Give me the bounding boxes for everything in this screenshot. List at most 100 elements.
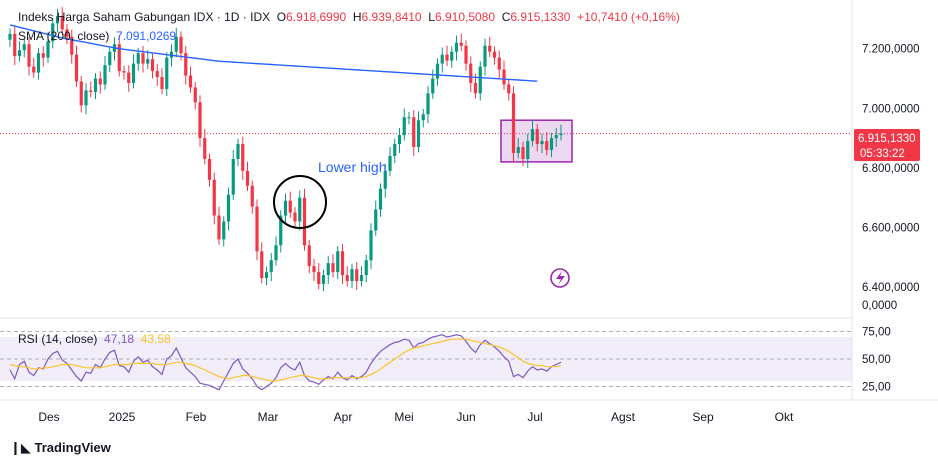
rsi-tick-label: 75,00 xyxy=(862,327,891,339)
candle-body xyxy=(497,57,501,70)
price-tick-label: 6.400,0000 xyxy=(862,282,920,294)
candle-body xyxy=(431,78,435,94)
time-tick-label: 2025 xyxy=(109,410,136,424)
candle-body xyxy=(473,82,478,94)
candle-body xyxy=(250,185,254,207)
candle-body xyxy=(369,230,373,261)
candle-body xyxy=(540,141,544,145)
candle-body xyxy=(350,269,354,282)
candle-body xyxy=(241,144,245,171)
candle-body xyxy=(74,54,79,82)
candle-body xyxy=(421,114,425,121)
candle-body xyxy=(464,45,468,64)
candle-body xyxy=(65,29,69,37)
candle-body xyxy=(521,147,525,159)
candle-body xyxy=(374,209,378,231)
candle-body xyxy=(212,179,216,216)
candle-body xyxy=(217,215,221,240)
candle-body xyxy=(127,72,131,83)
candle-body xyxy=(93,78,98,92)
candle-body xyxy=(103,65,107,85)
candle-body xyxy=(397,135,402,145)
candle-body xyxy=(32,66,36,73)
candle-body xyxy=(526,141,530,159)
candle-body xyxy=(27,44,31,67)
annotation-text: Lower high xyxy=(318,159,387,175)
price-tick-label: 6.800,0000 xyxy=(862,163,920,175)
price-pane[interactable]: 7.200,0000 7.000,0000 6.800,0000 6.600,0000… xyxy=(0,7,920,312)
candle-body xyxy=(507,84,511,94)
candle-body xyxy=(535,129,539,145)
symbol-header[interactable]: Indeks Harga Saham Gabungan IDX · 1D · I… xyxy=(18,10,680,24)
rsi-ma-line xyxy=(9,338,562,382)
rsi-legend[interactable]: RSI (14, close) 47,18 43,58 xyxy=(18,332,171,346)
price-tick-label: 6.600,0000 xyxy=(862,222,920,234)
close-value: 6.915,1330 xyxy=(510,10,571,24)
candle-body xyxy=(117,44,121,72)
candle-body xyxy=(226,194,231,222)
candle-body xyxy=(516,147,520,153)
candle-body xyxy=(160,77,164,89)
candle-body xyxy=(331,263,335,273)
time-tick-label: Apr xyxy=(334,410,353,424)
candle-body xyxy=(245,170,250,186)
time-tick-label: Okt xyxy=(775,410,794,424)
candle-body xyxy=(79,81,83,106)
candle-body xyxy=(222,221,226,240)
candle-body xyxy=(317,272,321,285)
low-label: L xyxy=(428,10,435,24)
time-tick-label: Feb xyxy=(186,410,207,424)
candle-body xyxy=(326,263,330,276)
candle-body xyxy=(450,51,454,61)
low-value: 6.910,5080 xyxy=(434,10,496,24)
candle-body xyxy=(355,269,359,282)
candle-body xyxy=(264,272,269,279)
time-tick-label: Jul xyxy=(527,410,542,424)
candle-body xyxy=(530,129,535,142)
rsi-line xyxy=(9,334,562,391)
lower-high-circle xyxy=(273,175,327,229)
candle-body xyxy=(454,42,459,52)
candle-body xyxy=(554,135,558,139)
price-tick-label: 7.200,0000 xyxy=(862,44,920,56)
candle-body xyxy=(179,36,183,54)
candle-body xyxy=(426,93,430,115)
candle-body xyxy=(492,51,497,58)
time-tick-label: Mar xyxy=(258,410,279,424)
candle-body xyxy=(364,260,368,276)
candle-body xyxy=(236,144,240,159)
rsi-label: RSI (14, close) xyxy=(18,332,98,346)
candle-body xyxy=(122,71,126,73)
flash-icon-bolt xyxy=(556,271,565,285)
high-label: H xyxy=(352,10,362,24)
candle-body xyxy=(283,200,288,216)
price-badge-price: 6.915,1330 xyxy=(858,133,916,145)
sma-legend[interactable]: SMA (200, close) 7.091,0269 xyxy=(18,29,176,43)
candle-body xyxy=(549,138,554,150)
candle-body xyxy=(274,245,278,261)
candle-body xyxy=(131,63,136,83)
candle-body xyxy=(435,63,440,79)
candle-body xyxy=(378,188,383,210)
candle-body xyxy=(36,53,41,73)
rsi-pane[interactable]: 75,00 50,00 25,00 xyxy=(0,327,891,394)
tradingview-logo[interactable]: ❙◣ TradingView xyxy=(10,440,111,456)
candle-body xyxy=(445,54,449,61)
candle-body xyxy=(108,51,112,66)
open-label: O xyxy=(276,10,287,24)
candle-body xyxy=(307,245,311,267)
candle-body xyxy=(336,251,340,273)
candle-body xyxy=(141,53,145,64)
candle-body xyxy=(203,138,207,159)
candle-body xyxy=(407,117,411,119)
candle-body xyxy=(559,133,563,136)
tradingview-text: TradingView xyxy=(34,440,111,455)
time-tick-label: Mei xyxy=(394,410,413,424)
candle-body xyxy=(440,54,444,64)
rsi-value: 47,18 xyxy=(104,332,135,346)
candle-body xyxy=(402,117,406,136)
candle-body xyxy=(293,212,297,222)
open-value: 6.918,6990 xyxy=(286,10,347,24)
candle-body xyxy=(302,197,307,246)
